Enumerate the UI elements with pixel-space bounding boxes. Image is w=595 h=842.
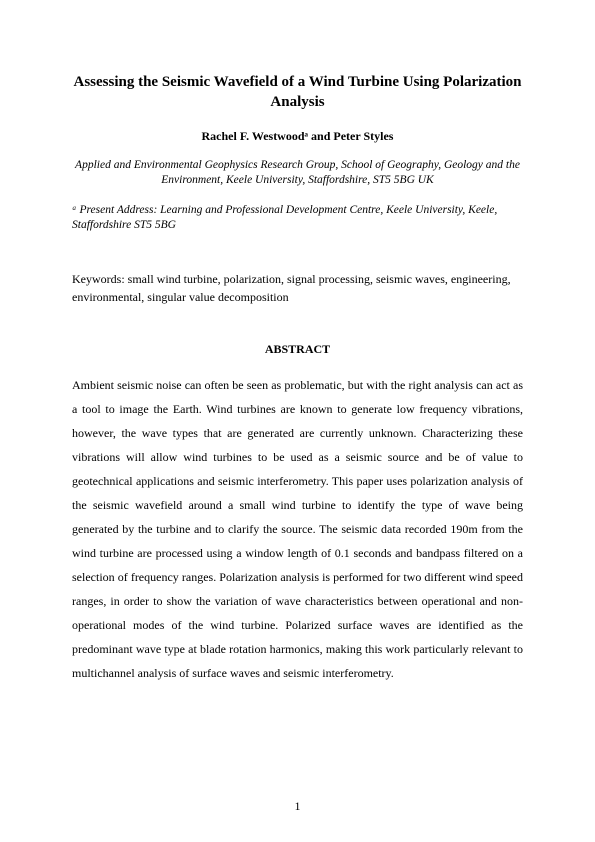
abstract-heading: ABSTRACT bbox=[72, 342, 523, 357]
page-number: 1 bbox=[0, 799, 595, 814]
present-address: ᵃ Present Address: Learning and Professi… bbox=[72, 203, 523, 234]
paper-title: Assessing the Seismic Wavefield of a Win… bbox=[72, 72, 523, 113]
abstract-body: Ambient seismic noise can often be seen … bbox=[72, 373, 523, 685]
paper-authors: Rachel F. Westwoodᵃ and Peter Styles bbox=[72, 129, 523, 144]
paper-affiliation: Applied and Environmental Geophysics Res… bbox=[72, 158, 523, 189]
keywords: Keywords: small wind turbine, polarizati… bbox=[72, 270, 523, 306]
